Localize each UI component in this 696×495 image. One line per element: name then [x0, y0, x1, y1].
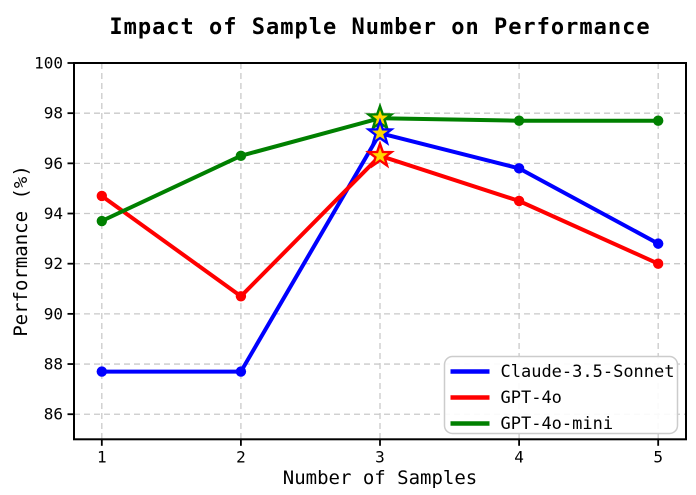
data-point — [513, 163, 525, 174]
y-axis-label: Performance (%) — [10, 165, 32, 337]
y-tick-label: 86 — [44, 405, 63, 424]
star-marker-claude-3.5-sonnet — [365, 117, 395, 146]
y-tick-label: 100 — [34, 54, 63, 73]
legend-entry-label: Claude-3.5-Sonnet — [501, 362, 675, 382]
x-tick-label: 2 — [236, 447, 246, 466]
axes: 1 2 3 4 5 86 88 90 92 94 96 98 100 — [34, 54, 687, 466]
star-markers — [365, 102, 395, 169]
data-point — [235, 291, 247, 302]
data-point — [235, 150, 247, 162]
y-tick-label: 98 — [44, 104, 63, 123]
y-tick-label: 88 — [44, 355, 63, 374]
x-axis-label: Number of Samples — [283, 467, 477, 489]
data-point — [235, 366, 247, 377]
x-tick-label: 1 — [97, 447, 107, 466]
data-point — [96, 190, 108, 202]
x-tick-label: 3 — [375, 447, 385, 466]
data-point — [652, 238, 664, 249]
data-point — [513, 195, 525, 207]
y-tick-label: 90 — [44, 304, 63, 323]
legend-frame — [443, 355, 679, 435]
y-tick-label: 96 — [44, 154, 63, 173]
legend: Claude-3.5-Sonnet GPT-4o GPT-4o-mini — [443, 355, 679, 435]
y-tick-label: 92 — [44, 254, 63, 273]
data-point — [513, 115, 525, 126]
data-point — [652, 115, 664, 126]
x-tick-label: 4 — [514, 447, 524, 466]
data-point — [96, 366, 108, 377]
legend-entry-label: GPT-4o — [501, 388, 562, 408]
legend-entry-label: GPT-4o-mini — [501, 414, 614, 434]
star-marker-gpt-4o — [365, 140, 395, 169]
x-tick-label: 5 — [653, 447, 663, 466]
chart-title: Impact of Sample Number on Performance — [109, 15, 650, 40]
y-tick-label: 94 — [44, 204, 63, 223]
data-point — [96, 215, 108, 227]
data-point — [652, 258, 664, 269]
